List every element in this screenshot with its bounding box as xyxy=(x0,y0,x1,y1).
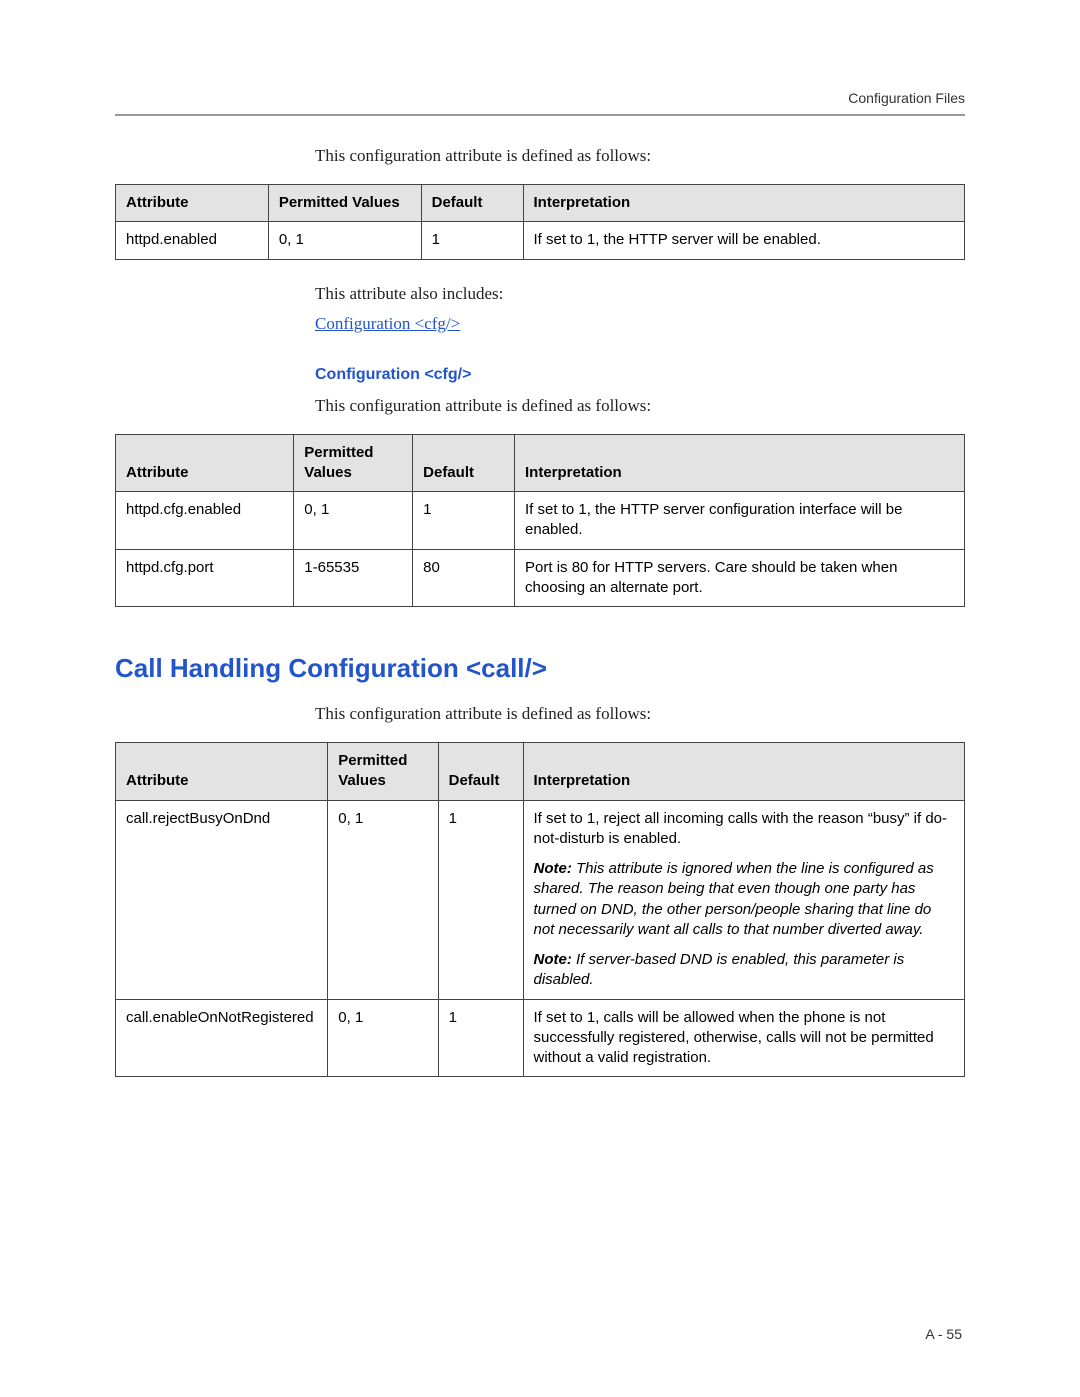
call-intro: This configuration attribute is defined … xyxy=(315,704,965,724)
note-text: If server-based DND is enabled, this par… xyxy=(534,951,905,988)
cell-def: 1 xyxy=(421,222,523,259)
page-footer: A - 55 xyxy=(925,1326,962,1342)
th-permitted-values: Permitted Values xyxy=(328,743,438,801)
note-block: Note: If server-based DND is enabled, th… xyxy=(534,950,955,991)
th-attribute: Attribute xyxy=(116,185,269,222)
th-interpretation: Interpretation xyxy=(515,434,965,492)
httpd-intro: This configuration attribute is defined … xyxy=(315,146,965,166)
cell-attr: httpd.cfg.port xyxy=(116,549,294,607)
cell-attr: call.enableOnNotRegistered xyxy=(116,999,328,1077)
cell-interp: If set to 1, the HTTP server configurati… xyxy=(515,492,965,550)
call-table: Attribute Permitted Values Default Inter… xyxy=(115,742,965,1077)
cfg-heading: Configuration <cfg/> xyxy=(315,366,965,384)
cell-def: 80 xyxy=(413,549,515,607)
cell-attr: httpd.enabled xyxy=(116,222,269,259)
th-default: Default xyxy=(421,185,523,222)
cell-attr: httpd.cfg.enabled xyxy=(116,492,294,550)
cell-interp: If set to 1, calls will be allowed when … xyxy=(523,999,965,1077)
cell-pv: 0, 1 xyxy=(294,492,413,550)
call-section-title: Call Handling Configuration <call/> xyxy=(115,653,965,684)
note-block: Note: This attribute is ignored when the… xyxy=(534,859,955,940)
note-label: Note: xyxy=(534,951,572,968)
cell-def: 1 xyxy=(413,492,515,550)
cell-def: 1 xyxy=(438,800,523,999)
cell-interp: If set to 1, the HTTP server will be ena… xyxy=(523,222,965,259)
cell-interp: If set to 1, reject all incoming calls w… xyxy=(523,800,965,999)
cfg-link[interactable]: Configuration <cfg/> xyxy=(315,314,965,334)
th-attribute: Attribute xyxy=(116,434,294,492)
cell-interp: Port is 80 for HTTP servers. Care should… xyxy=(515,549,965,607)
th-default: Default xyxy=(438,743,523,801)
th-interpretation: Interpretation xyxy=(523,185,965,222)
httpd-table: Attribute Permitted Values Default Inter… xyxy=(115,184,965,260)
th-default: Default xyxy=(413,434,515,492)
cfg-table: Attribute Permitted Values Default Inter… xyxy=(115,434,965,608)
cell-pv: 0, 1 xyxy=(328,800,438,999)
httpd-also-includes: This attribute also includes: xyxy=(315,284,965,304)
cell-pv: 1-65535 xyxy=(294,549,413,607)
interp-main: If set to 1, reject all incoming calls w… xyxy=(534,810,948,847)
cell-pv: 0, 1 xyxy=(268,222,421,259)
table-row: httpd.cfg.enabled 0, 1 1 If set to 1, th… xyxy=(116,492,965,550)
table-row: httpd.enabled 0, 1 1 If set to 1, the HT… xyxy=(116,222,965,259)
page-header: Configuration Files xyxy=(115,90,965,116)
table-row: call.rejectBusyOnDnd 0, 1 1 If set to 1,… xyxy=(116,800,965,999)
th-attribute: Attribute xyxy=(116,743,328,801)
cfg-intro: This configuration attribute is defined … xyxy=(315,396,965,416)
th-permitted-values: Permitted Values xyxy=(268,185,421,222)
note-label: Note: xyxy=(534,860,572,877)
th-permitted-values: Permitted Values xyxy=(294,434,413,492)
th-interpretation: Interpretation xyxy=(523,743,965,801)
note-text: This attribute is ignored when the line … xyxy=(534,860,934,938)
cell-pv: 0, 1 xyxy=(328,999,438,1077)
page-container: Configuration Files This configuration a… xyxy=(0,0,1080,1137)
table-row: call.enableOnNotRegistered 0, 1 1 If set… xyxy=(116,999,965,1077)
table-row: httpd.cfg.port 1-65535 80 Port is 80 for… xyxy=(116,549,965,607)
cell-attr: call.rejectBusyOnDnd xyxy=(116,800,328,999)
cell-def: 1 xyxy=(438,999,523,1077)
